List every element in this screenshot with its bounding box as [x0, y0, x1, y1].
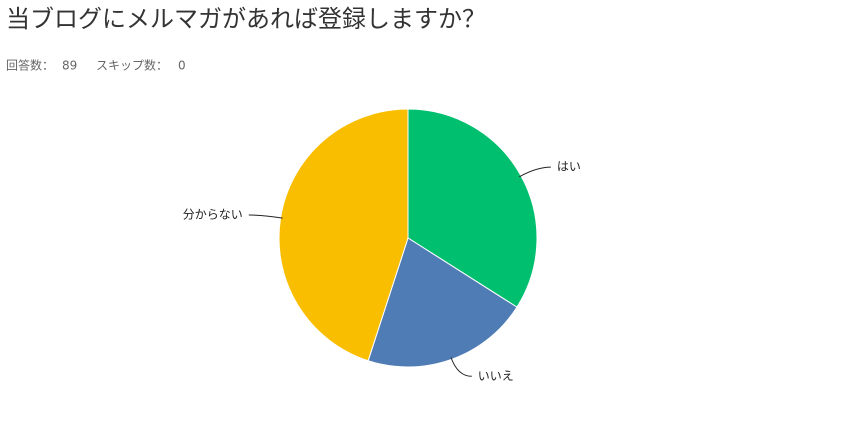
slice-label: 分からない	[183, 208, 243, 222]
responses-label: 回答数：	[6, 58, 54, 73]
chart-title: 当ブログにメルマガがあれば登録しますか？	[6, 5, 486, 33]
leader-line	[519, 166, 551, 178]
slice-label: いいえ	[478, 369, 514, 383]
responses-value: 89	[62, 59, 77, 73]
skips-value: 0	[178, 59, 186, 73]
skips-label: スキップ数：	[96, 58, 168, 73]
leader-line	[248, 214, 283, 219]
leader-line	[450, 357, 472, 377]
slice-label: はい	[557, 160, 581, 174]
